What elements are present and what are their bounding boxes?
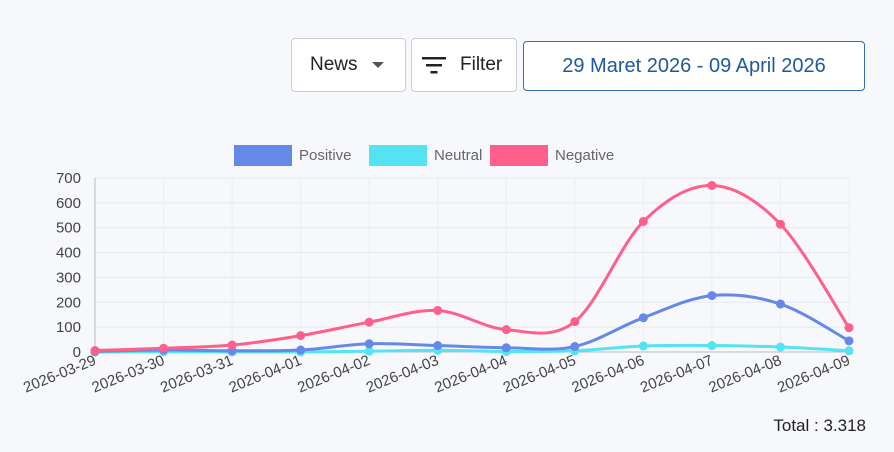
source-dropdown[interactable]: News	[291, 38, 406, 92]
data-point-positive	[775, 299, 785, 309]
data-point-negative	[159, 343, 169, 353]
source-dropdown-label: News	[310, 54, 358, 75]
legend-label: Positive	[299, 147, 352, 164]
y-tick-label: 200	[56, 294, 81, 311]
legend-swatch	[490, 145, 548, 166]
date-range-picker[interactable]: 29 Maret 2026 - 09 April 2026	[523, 41, 865, 91]
filter-button[interactable]: Filter	[411, 38, 517, 92]
date-range-label: 29 Maret 2026 - 09 April 2026	[562, 54, 826, 77]
x-tick-label: 2026-04-07	[638, 352, 716, 397]
filter-icon	[422, 57, 446, 74]
legend-swatch	[369, 145, 427, 166]
data-point-neutral	[707, 341, 717, 351]
x-tick-label: 2026-04-09	[775, 352, 853, 397]
y-tick-label: 400	[56, 245, 81, 262]
data-point-negative	[433, 305, 443, 315]
sentiment-line-chart: 01002003004005006007002026-03-292026-03-…	[21, 145, 854, 397]
data-point-negative	[501, 325, 511, 335]
y-tick-label: 700	[56, 170, 81, 187]
x-tick-label: 2026-04-03	[364, 352, 442, 397]
y-tick-label: 300	[56, 269, 81, 286]
data-point-positive	[364, 339, 374, 349]
toolbar: News Filter 29 Maret 2026 - 09 April 202…	[0, 38, 894, 94]
y-tick-label: 600	[56, 195, 81, 212]
x-tick-label: 2026-03-31	[158, 352, 236, 397]
legend-swatch	[234, 145, 292, 166]
data-point-positive	[433, 341, 443, 351]
data-point-positive	[501, 343, 511, 353]
series-line-positive	[93, 293, 851, 354]
data-point-positive	[570, 342, 580, 352]
data-point-negative	[227, 340, 237, 350]
data-point-neutral	[775, 342, 785, 352]
x-tick-label: 2026-03-29	[21, 352, 99, 397]
data-point-negative	[296, 331, 306, 341]
data-point-positive	[707, 291, 717, 301]
data-point-neutral	[638, 341, 648, 351]
x-tick-label: 2026-04-08	[706, 352, 784, 397]
data-point-positive	[638, 313, 648, 323]
data-point-negative	[707, 180, 717, 190]
total-count: Total : 3.318	[773, 416, 866, 435]
legend-label: Negative	[555, 147, 614, 164]
x-tick-label: 2026-04-05	[501, 352, 579, 397]
data-point-negative	[90, 346, 100, 356]
data-point-neutral	[844, 346, 854, 356]
y-tick-label: 0	[73, 344, 81, 361]
x-tick-label: 2026-04-01	[227, 352, 305, 397]
data-point-negative	[570, 317, 580, 327]
data-point-negative	[364, 317, 374, 327]
data-point-negative	[638, 217, 648, 226]
x-tick-label: 2026-03-30	[90, 352, 168, 397]
data-point-positive	[844, 336, 854, 346]
x-tick-label: 2026-04-04	[432, 352, 510, 397]
y-tick-label: 100	[56, 319, 81, 336]
legend-label: Neutral	[434, 147, 482, 164]
x-tick-label: 2026-04-02	[295, 352, 373, 397]
series-line-negative	[93, 183, 851, 353]
caret-down-icon	[371, 62, 384, 68]
data-point-neutral	[364, 346, 374, 356]
x-tick-label: 2026-04-06	[569, 352, 647, 397]
y-tick-label: 500	[56, 220, 81, 237]
data-point-negative	[844, 323, 854, 333]
filter-button-label: Filter	[460, 54, 503, 75]
data-point-negative	[775, 219, 785, 229]
data-point-positive	[296, 345, 306, 355]
